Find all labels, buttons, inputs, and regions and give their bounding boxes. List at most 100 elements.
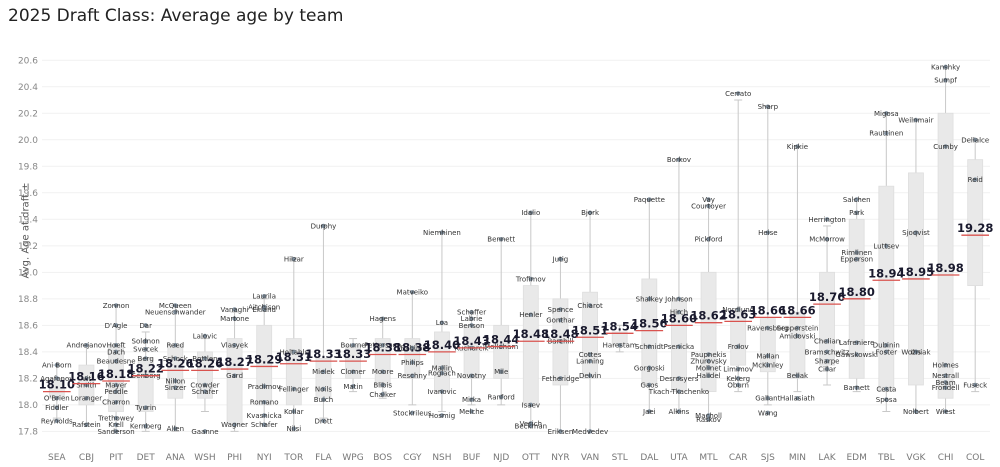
team-label-min: MIN [789, 453, 806, 463]
player-label: Philips [401, 359, 424, 367]
player-label: Park [849, 209, 865, 217]
team-label-dal: DAL [640, 453, 658, 463]
player-point [558, 307, 563, 312]
player-label: Shalkey [636, 295, 663, 303]
player-point [113, 382, 119, 388]
player-point [261, 422, 267, 427]
y-tick-label: 19.8 [18, 162, 38, 172]
player-point [884, 386, 889, 392]
player-label: Zhurovsky [690, 358, 726, 366]
player-point [498, 236, 504, 242]
average-label: 18.56 [631, 317, 667, 331]
team-label-car: CAR [729, 453, 748, 463]
player-label: Stockrileus [393, 409, 432, 417]
player-point [113, 429, 119, 434]
team-label-sjs: SJS [761, 453, 775, 463]
player-point [943, 409, 948, 414]
player-point [439, 365, 445, 370]
player-label: Crowder [190, 381, 219, 389]
player-point [84, 376, 89, 381]
player-label: Hagens [369, 315, 396, 323]
player-point [113, 323, 119, 328]
team-label-tbl: TBL [877, 453, 895, 463]
player-label: Vlasyek [221, 342, 249, 350]
player-point [647, 344, 652, 349]
player-label: Rafstein [72, 421, 101, 429]
player-label: Bourne [341, 342, 366, 350]
player-label: Bennett [487, 236, 515, 244]
player-point [321, 386, 326, 392]
average-label: 18.54 [601, 319, 637, 333]
player-point [54, 418, 60, 423]
player-point [943, 362, 948, 368]
player-label: Martone [220, 315, 249, 323]
y-tick-label: 19.0 [18, 268, 38, 278]
team-label-nyi: NYI [257, 453, 272, 463]
player-label: Jutig [552, 256, 569, 264]
player-point [84, 343, 89, 348]
player-point [232, 307, 237, 312]
player-point [676, 296, 682, 302]
player-label: Sinzer [164, 384, 186, 392]
box-mtl [700, 271, 717, 393]
player-label: Hilzar [284, 256, 304, 264]
player-label: Sposa [876, 396, 897, 404]
player-label: Hirch [670, 309, 688, 317]
player-label: Trofimov [515, 275, 546, 283]
player-point [647, 197, 652, 202]
player-point [321, 397, 326, 402]
player-label: Luttsev [873, 242, 899, 250]
team-label-edm: EDM [846, 453, 866, 463]
box-min [789, 311, 806, 379]
player-point [587, 429, 593, 434]
player-point [261, 413, 267, 418]
player-label: Melche [459, 408, 484, 416]
box-nyi [256, 324, 273, 406]
player-point [469, 316, 474, 321]
player-label: Holtahls [280, 348, 309, 356]
player-label: Blibis [373, 381, 392, 389]
player-point [765, 396, 771, 401]
player-label: Psenicka [664, 343, 695, 351]
average-label: 18.48 [542, 327, 578, 341]
player-point [291, 426, 297, 431]
player-point [113, 303, 119, 308]
player-point [735, 382, 741, 388]
player-label: Vay [702, 196, 715, 204]
player-point [321, 369, 326, 374]
player-point [410, 373, 415, 378]
player-label: Limimov [723, 366, 753, 374]
team-label-fla: FLA [315, 453, 332, 463]
team-label-ana: ANA [166, 453, 186, 463]
average-label: 18.26 [157, 356, 193, 370]
player-point [706, 358, 711, 364]
player-label: Sharpe [815, 358, 840, 366]
box-phi [226, 338, 243, 426]
player-point [884, 243, 889, 249]
player-point [232, 316, 237, 321]
player-point [54, 396, 60, 401]
player-point [824, 349, 830, 355]
player-label: Idalio [521, 209, 540, 217]
player-label: Rauttinen [869, 130, 903, 138]
player-label: Labrie [461, 315, 483, 323]
player-point [469, 373, 474, 378]
player-label: Chalker [369, 391, 396, 399]
player-point [469, 397, 474, 402]
player-point [943, 385, 948, 390]
player-point [647, 382, 652, 388]
average-label: 18.27 [216, 355, 252, 369]
player-label: Wozniak [901, 348, 931, 356]
player-point [824, 217, 830, 222]
box-sjs [759, 318, 776, 373]
player-point [647, 365, 652, 370]
player-point [232, 373, 237, 378]
average-label: 18.48 [513, 327, 549, 341]
team-label-sea: SEA [48, 453, 66, 463]
player-label: Dar [139, 322, 152, 330]
player-label: Smith [76, 381, 96, 389]
player-label: Bahlini [400, 344, 424, 352]
player-point [202, 333, 208, 339]
player-label: Molinet [696, 364, 722, 372]
